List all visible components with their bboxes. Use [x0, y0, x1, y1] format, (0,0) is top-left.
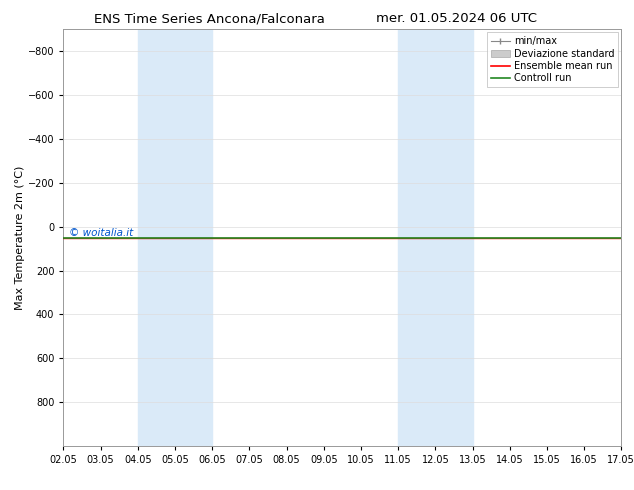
Legend: min/max, Deviazione standard, Ensemble mean run, Controll run: min/max, Deviazione standard, Ensemble m…	[487, 32, 618, 87]
Text: ENS Time Series Ancona/Falconara: ENS Time Series Ancona/Falconara	[94, 12, 325, 25]
Bar	[398, 29, 472, 446]
Bar	[138, 29, 212, 446]
Text: © woitalia.it: © woitalia.it	[69, 228, 133, 238]
Text: mer. 01.05.2024 06 UTC: mer. 01.05.2024 06 UTC	[376, 12, 537, 25]
Y-axis label: Max Temperature 2m (°C): Max Temperature 2m (°C)	[15, 166, 25, 310]
